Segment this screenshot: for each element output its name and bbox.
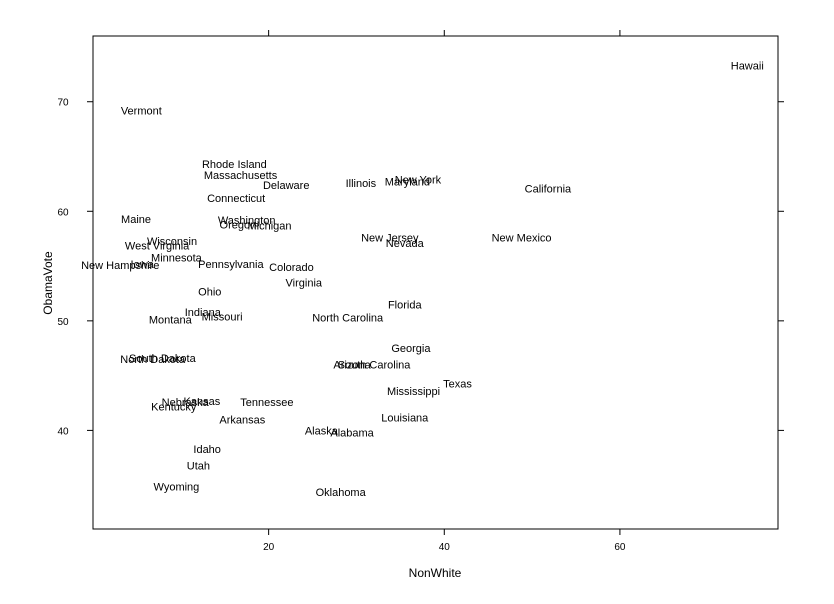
x-tick-label: 40	[439, 542, 451, 553]
point-label-california: California	[525, 183, 572, 195]
point-label-north-carolina: North Carolina	[312, 313, 384, 325]
point-label-illinois: Illinois	[346, 178, 377, 190]
point-label-new-mexico: New Mexico	[492, 233, 552, 245]
x-axis-label: NonWhite	[409, 566, 462, 580]
point-label-rhode-island: Rhode Island	[202, 159, 267, 171]
point-label-nebraska: Nebraska	[162, 397, 210, 409]
y-tick-label: 60	[57, 207, 69, 218]
point-label-new-hampshire: New Hampshire	[81, 260, 159, 272]
point-label-montana: Montana	[149, 315, 193, 327]
point-label-indiana: Indiana	[185, 307, 222, 319]
point-label-maine: Maine	[121, 214, 151, 226]
point-label-iowa: Iowa	[131, 259, 155, 271]
point-label-wisconsin: Wisconsin	[147, 236, 197, 248]
point-label-kansas: Kansas	[184, 396, 221, 408]
point-label-michigan: Michigan	[248, 221, 292, 233]
point-label-nevada: Nevada	[386, 238, 425, 250]
y-axis-label: ObamaVote	[41, 251, 55, 315]
point-label-west-virginia: West Virginia	[125, 240, 190, 252]
point-label-florida: Florida	[388, 299, 423, 311]
plot-frame	[92, 35, 779, 530]
point-label-wyoming: Wyoming	[154, 481, 200, 493]
x-tick-label: 60	[614, 542, 626, 553]
x-tick-label: 20	[263, 542, 275, 553]
point-label-texas: Texas	[443, 378, 472, 390]
point-label-minnesota: Minnesota	[151, 252, 203, 264]
point-label-new-york: New York	[395, 175, 442, 187]
points-layer: Hawaii Vermont Rhode IslandMassachusettsDe…	[81, 61, 764, 499]
tick-layer: 20 40 60 40 50 60 70	[57, 30, 784, 553]
point-label-maryland: Maryland	[385, 177, 430, 189]
point-label-vermont: Vermont	[121, 105, 162, 117]
point-label-missouri: Missouri	[202, 311, 243, 323]
point-label-alabama: Alabama	[330, 428, 374, 440]
point-label-hawaii: Hawaii	[731, 61, 764, 73]
point-label-kentucky: Kentucky	[151, 401, 197, 413]
y-tick-label: 70	[57, 98, 69, 109]
point-label-colorado: Colorado	[269, 262, 314, 274]
point-label-virginia: Virginia	[286, 278, 323, 290]
point-label-mississippi: Mississippi	[387, 386, 440, 398]
point-label-idaho: Idaho	[193, 444, 221, 456]
y-tick-label: 40	[57, 426, 69, 437]
point-label-arkansas: Arkansas	[219, 414, 265, 426]
point-label-oregon: Oregon	[220, 219, 257, 231]
point-label-georgia: Georgia	[391, 343, 431, 355]
point-label-arizona: Arizona	[333, 360, 371, 372]
point-label-ohio: Ohio	[198, 286, 221, 298]
point-label-new-jersey: New Jersey	[361, 233, 419, 245]
point-label-north-dakota: North Dakota	[120, 354, 186, 366]
point-label-louisiana: Louisiana	[381, 412, 429, 424]
point-label-south-carolina: South Carolina	[338, 360, 412, 372]
point-label-south-dakota: South Dakota	[129, 353, 197, 365]
point-label-connecticut: Connecticut	[207, 193, 265, 205]
point-label-washington: Washington	[218, 215, 276, 227]
point-label-utah: Utah	[187, 460, 210, 472]
point-label-massachusetts: Massachusetts	[204, 170, 278, 182]
point-label-pennsylvania: Pennsylvania	[198, 259, 264, 271]
point-label-delaware: Delaware	[263, 180, 309, 192]
point-label-alaska: Alaska	[305, 425, 339, 437]
point-label-oklahoma: Oklahoma	[316, 487, 367, 499]
y-tick-label: 50	[57, 317, 69, 328]
point-label-tennessee: Tennessee	[240, 397, 293, 409]
